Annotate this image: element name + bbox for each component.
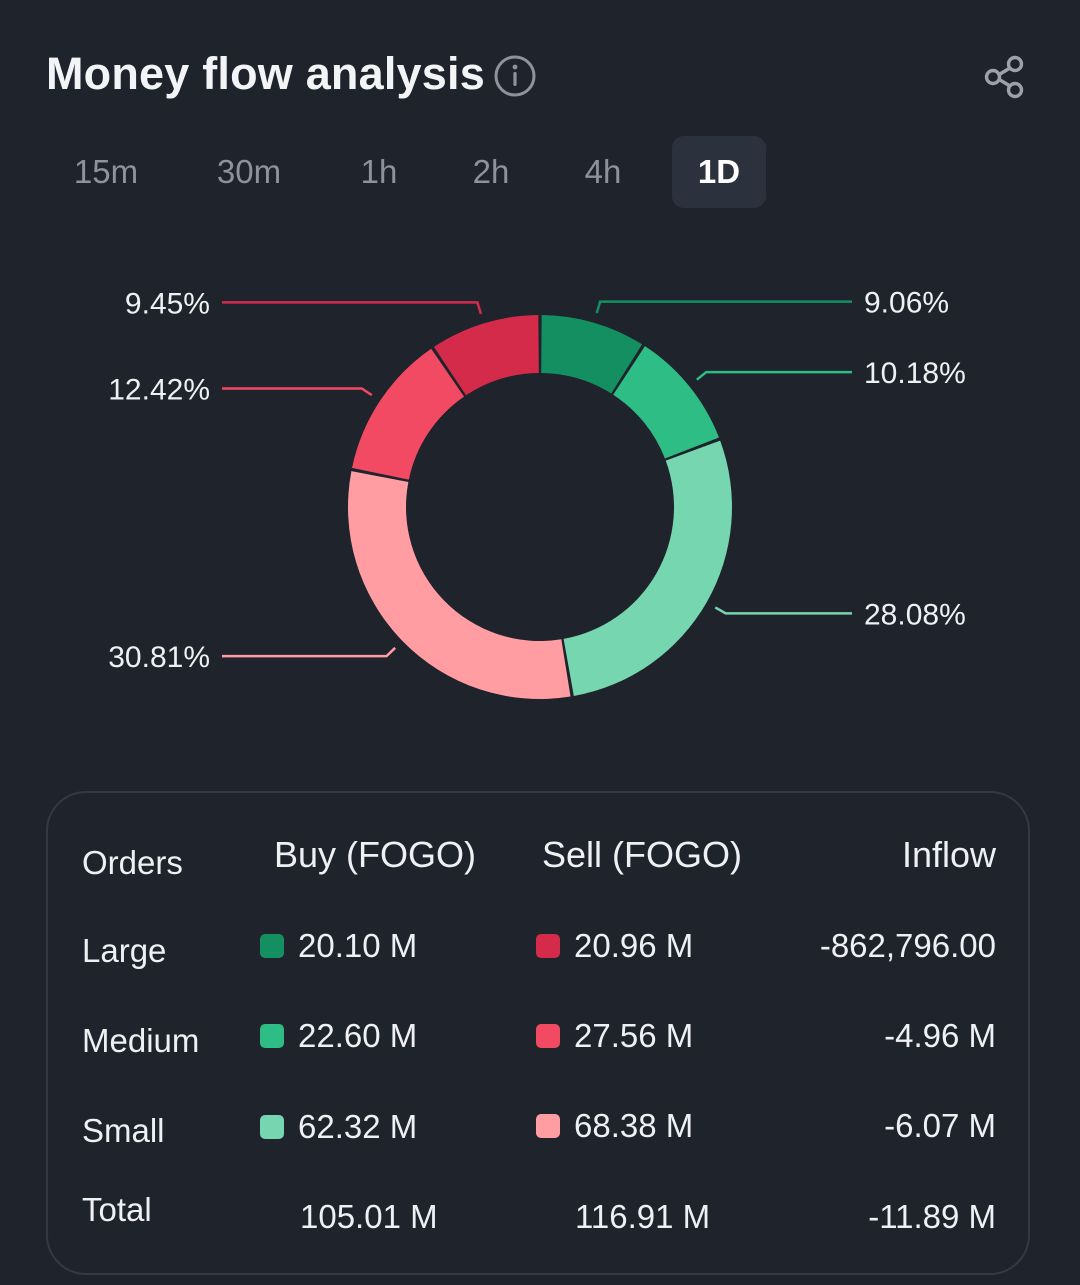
leader-line-small-sell: [222, 646, 397, 658]
share-icon[interactable]: [982, 54, 1028, 100]
small-inflow-value: -6.07 M: [884, 1107, 996, 1144]
leader-line-large-sell: [222, 301, 483, 315]
header-inflow: Inflow: [901, 834, 996, 875]
large-inflow-value: -862,796.00: [819, 927, 996, 964]
donut-slice-medium-sell[interactable]: [352, 348, 465, 480]
medium-buy-value: 22.60 M: [298, 1017, 418, 1054]
donut-slice-large-buy[interactable]: [541, 315, 643, 394]
header-sell: Sell (FOGO): [542, 834, 743, 875]
donut-slice-large-sell[interactable]: [433, 315, 539, 396]
small-buy-swatch: [260, 1115, 284, 1139]
header-orders: Orders: [82, 844, 183, 881]
total-buy-value: 105.01 M: [300, 1198, 438, 1235]
leader-line-medium-buy: [696, 370, 852, 381]
small-sell-swatch: [536, 1114, 560, 1138]
slice-label-large-sell: 9.45%: [125, 287, 210, 320]
page-title: Money flow analysis: [46, 48, 485, 99]
timeframe-tabs: 15m 30m 1h 2h 4h 1D: [0, 136, 1080, 208]
slice-label-large-buy: 9.06%: [864, 287, 949, 320]
tab-1d[interactable]: 1D: [672, 136, 766, 208]
donut-slice-small-sell[interactable]: [348, 471, 571, 699]
leader-line-medium-sell: [222, 387, 373, 397]
large-sell-swatch: [536, 934, 560, 958]
row-label-large: Large: [82, 932, 167, 969]
tab-15m[interactable]: 15m: [73, 153, 139, 190]
large-buy-value: 20.10 M: [298, 927, 418, 964]
medium-inflow-value: -4.96 M: [884, 1017, 996, 1054]
donut-slice-medium-buy[interactable]: [613, 346, 719, 459]
row-label-medium: Medium: [82, 1022, 200, 1059]
large-sell-value: 20.96 M: [574, 927, 694, 964]
slice-label-small-buy: 28.08%: [864, 598, 966, 631]
small-sell-value: 68.38 M: [574, 1107, 694, 1144]
tab-30m[interactable]: 30m: [216, 153, 282, 190]
total-sell-value: 116.91 M: [575, 1198, 711, 1235]
slice-label-medium-sell: 12.42%: [108, 373, 210, 406]
slice-label-medium-buy: 10.18%: [864, 357, 966, 390]
row-label-small: Small: [82, 1112, 165, 1149]
leader-line-small-buy: [714, 606, 852, 615]
small-buy-value: 62.32 M: [298, 1108, 418, 1145]
large-buy-swatch: [260, 934, 284, 958]
tab-4h[interactable]: 4h: [584, 153, 622, 190]
row-label-total: Total: [82, 1191, 152, 1228]
total-inflow-value: -11.89 M: [868, 1198, 996, 1235]
medium-sell-value: 27.56 M: [574, 1017, 694, 1054]
leader-line-large-buy: [595, 300, 852, 314]
tab-1h[interactable]: 1h: [360, 153, 398, 190]
donut-slice-small-buy[interactable]: [563, 440, 732, 696]
info-icon[interactable]: [493, 54, 537, 98]
header-buy: Buy (FOGO): [274, 834, 477, 875]
tab-2h[interactable]: 2h: [472, 153, 510, 190]
medium-buy-swatch: [260, 1024, 284, 1048]
medium-sell-swatch: [536, 1024, 560, 1048]
money-flow-donut-chart: 9.06% 10.18% 28.08% 30.81% 12.42% 9.45%: [108, 287, 966, 699]
money-flow-table: Orders Buy (FOGO) Sell (FOGO) Inflow Lar…: [46, 791, 1030, 1275]
slice-label-small-sell: 30.81%: [108, 641, 210, 674]
